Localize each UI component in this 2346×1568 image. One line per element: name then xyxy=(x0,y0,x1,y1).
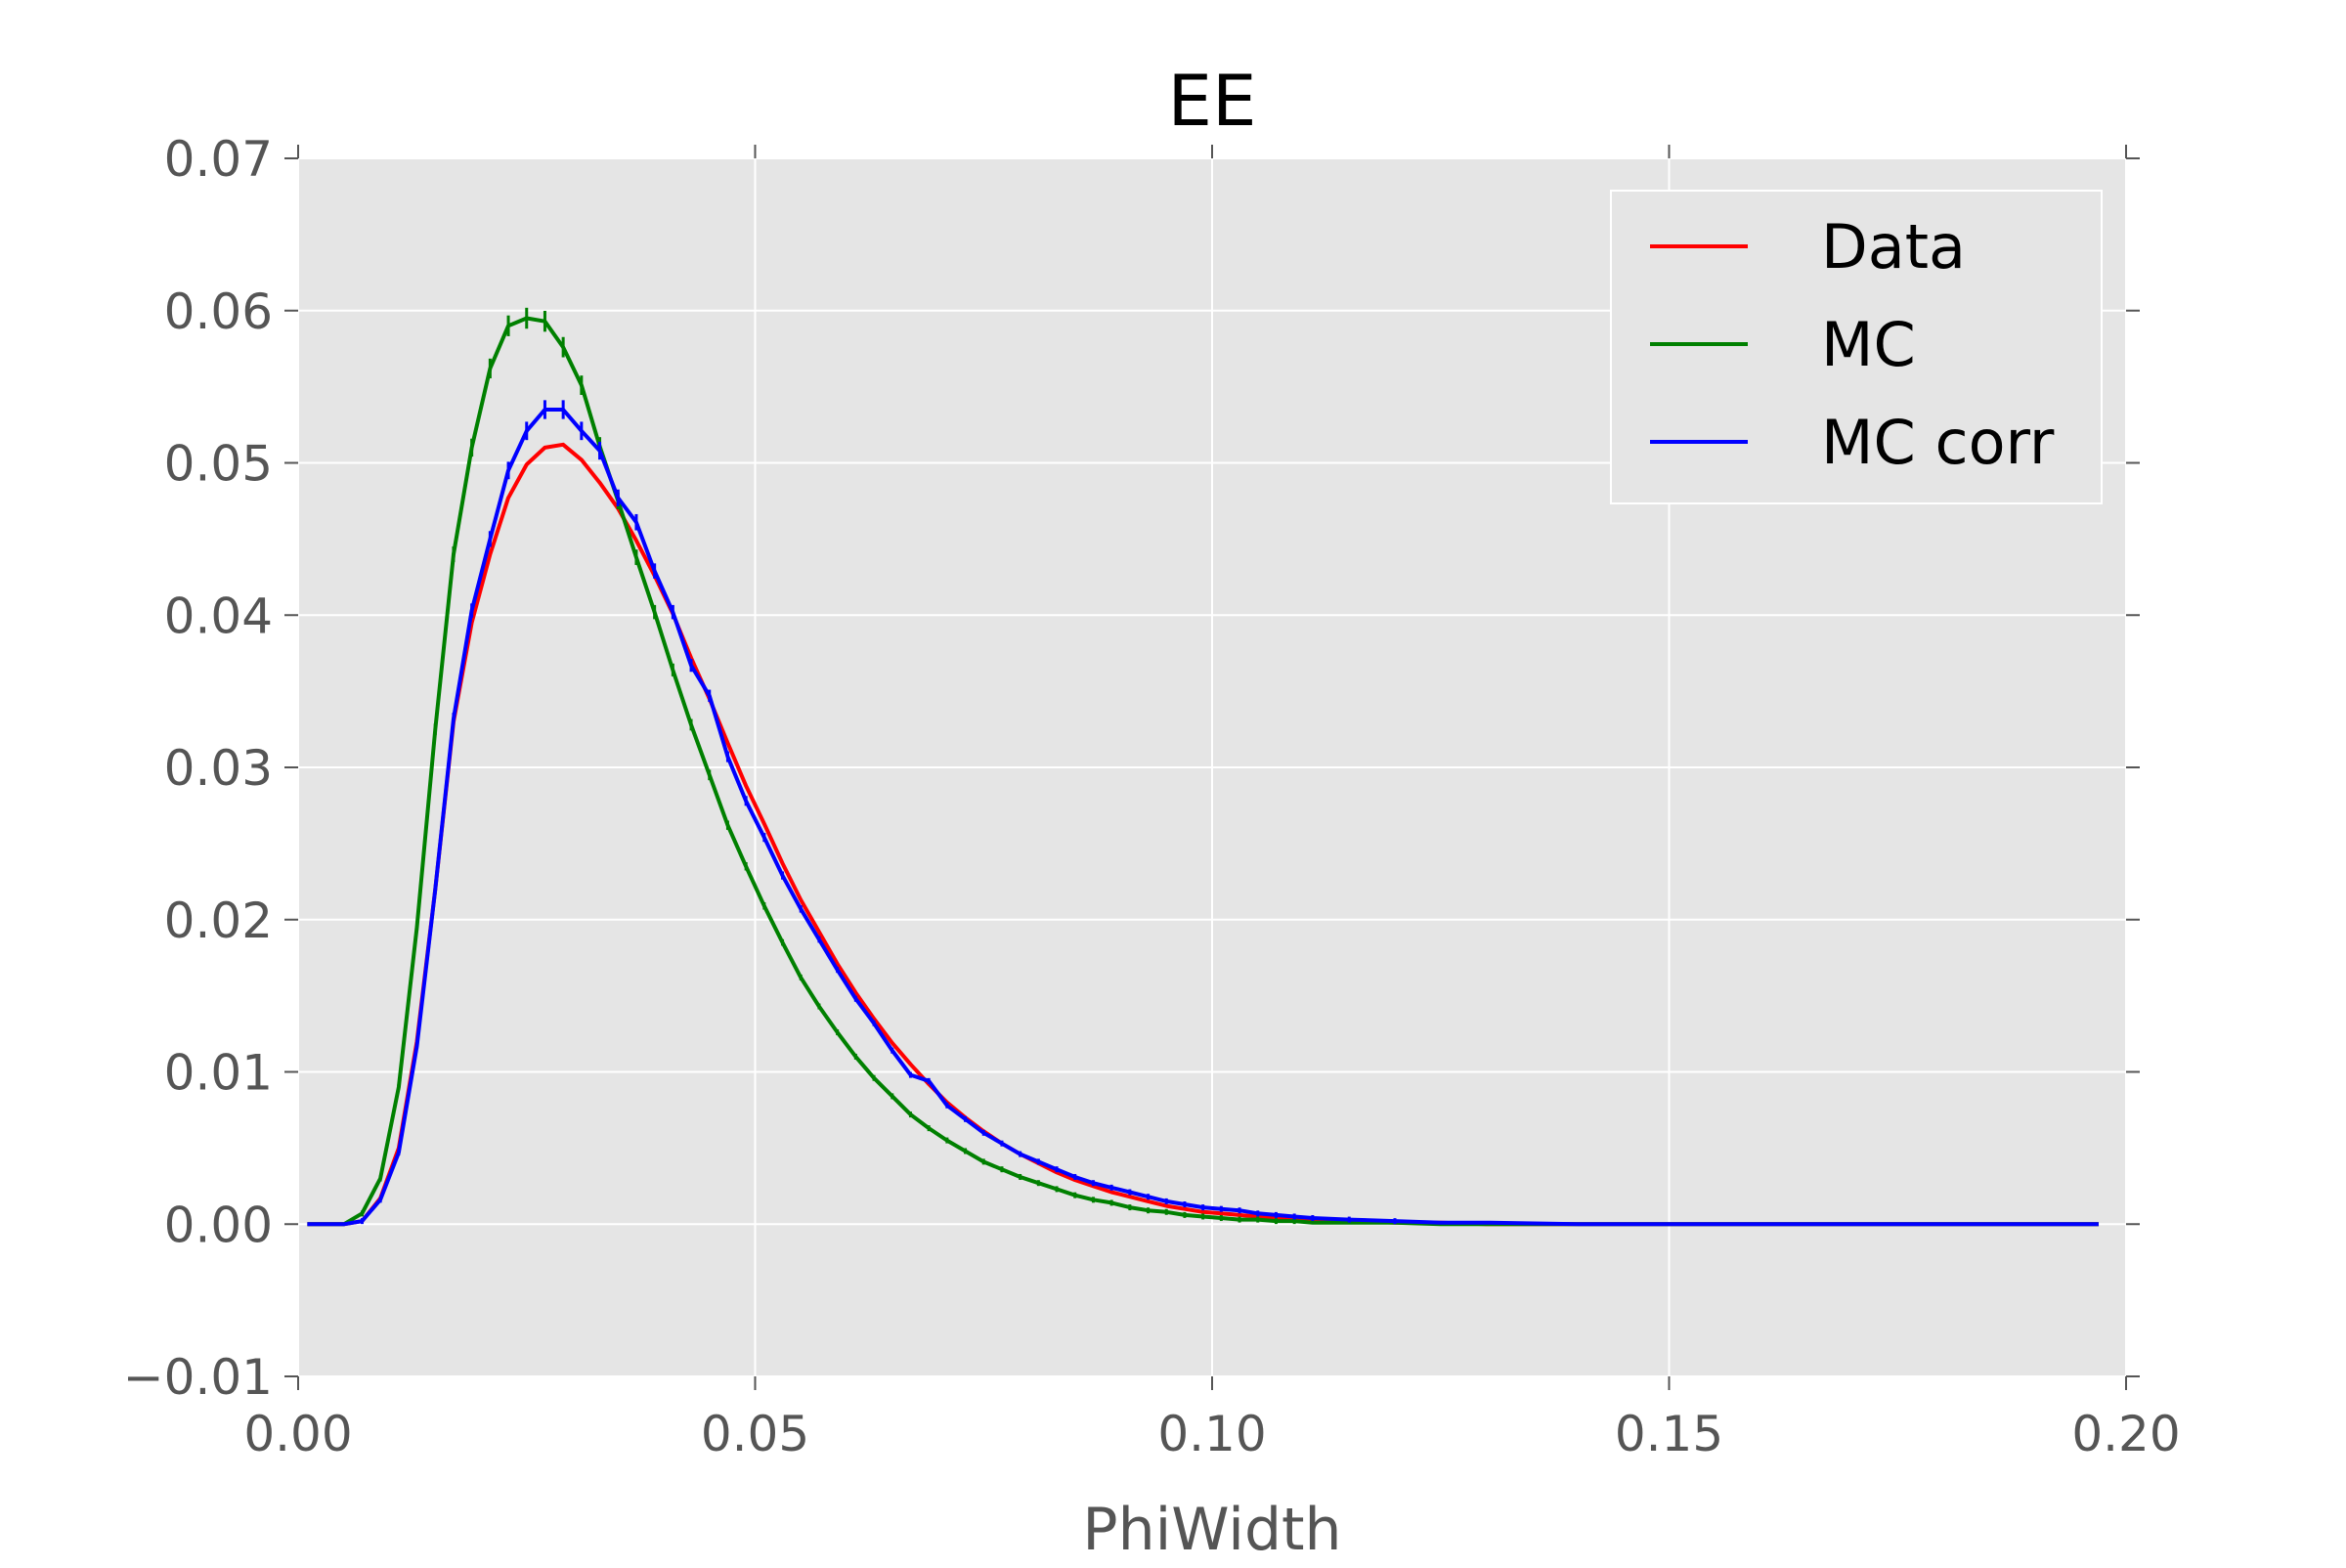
y-tick-label: 0.02 xyxy=(164,893,273,949)
y-tick-label: 0.07 xyxy=(164,131,273,188)
y-tick-label: 0.03 xyxy=(164,740,273,797)
y-tick-label: 0.01 xyxy=(164,1045,273,1102)
y-tick-label: 0.06 xyxy=(164,283,273,340)
series-mc xyxy=(307,307,2099,1227)
legend-label-mc-corr: MC corr xyxy=(1821,407,2055,478)
x-tick-label: 0.10 xyxy=(1157,1406,1266,1462)
axis-ticks xyxy=(284,145,2140,1390)
legend-box xyxy=(1610,190,2103,504)
tick-labels: 0.00 0.05 0.10 0.15 0.20−0.010.000.010.020.0… xyxy=(123,131,2181,1462)
series-line-mc xyxy=(307,316,2099,1227)
y-tick-label: 0.04 xyxy=(164,588,273,644)
chart-title: EE xyxy=(1168,60,1257,142)
x-tick-label: 0.20 xyxy=(2071,1406,2180,1462)
y-tick-label: 0.05 xyxy=(164,436,273,493)
legend-label-mc: MC xyxy=(1821,309,1916,380)
x-tick-label: 0.15 xyxy=(1615,1406,1723,1462)
x-axis-label: PhiWidth xyxy=(1082,1496,1341,1564)
y-tick-label: 0.00 xyxy=(164,1197,273,1253)
y-tick-label: −0.01 xyxy=(123,1349,273,1406)
x-tick-label: 0.05 xyxy=(701,1406,809,1462)
legend: Data MC MC corr xyxy=(1610,190,2103,504)
series-mc-corr xyxy=(307,400,2099,1227)
legend-label-data: Data xyxy=(1821,211,1966,283)
x-tick-label: 0.00 xyxy=(243,1406,352,1462)
series-lines xyxy=(307,307,2099,1227)
series-line-mc-corr xyxy=(307,408,2099,1227)
